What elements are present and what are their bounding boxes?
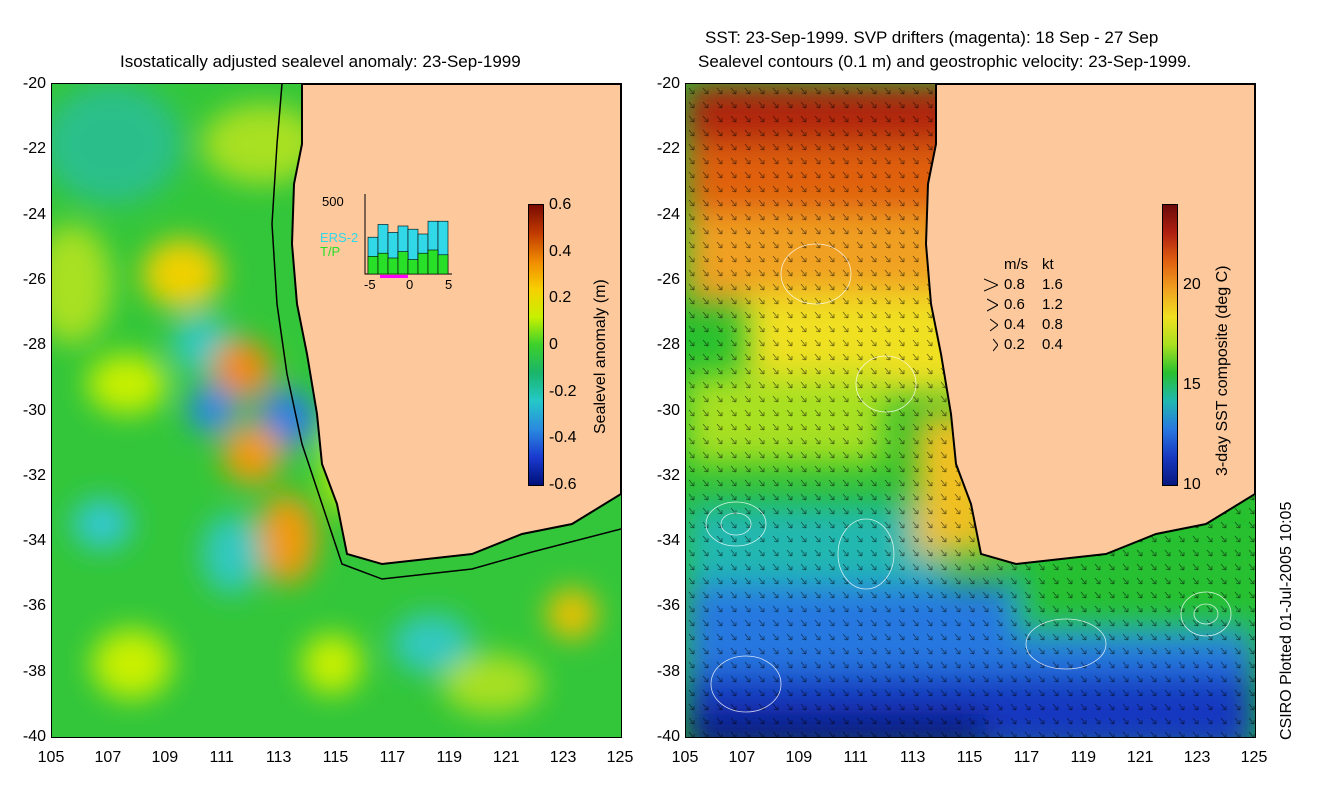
longitude-tick-label: 117 [1013, 749, 1040, 766]
sealevel-colorbar-tick: -0.2 [549, 382, 577, 400]
sst-colorbar [1162, 204, 1178, 486]
latitude-tick-label: -24 [22, 205, 46, 223]
longitude-tick-label: 109 [785, 749, 813, 766]
sealevel-colorbar-tick: 0 [549, 336, 558, 353]
isobath-contour [271, 84, 621, 580]
latitude-tick-label: -34 [656, 532, 680, 550]
inset-xtick-max: 5 [445, 277, 453, 292]
latitude-tick-label: -28 [656, 336, 680, 354]
latitude-tick-label: -36 [22, 597, 46, 615]
longitude-tick-label: 109 [151, 749, 179, 766]
longitude-tick-label: 111 [209, 749, 234, 766]
sealevel-colorbar [528, 204, 544, 486]
latitude-tick-label: -40 [656, 728, 680, 745]
inset-tp-bar [387, 257, 399, 275]
longitude-tick-label: 125 [1240, 749, 1268, 766]
velocity-legend-kt: 0.8 [1042, 316, 1063, 333]
longitude-tick-label: 119 [436, 749, 463, 766]
velocity-legend-ms: 0.6 [1004, 296, 1025, 313]
latitude-tick-label: -36 [656, 597, 680, 615]
longitude-tick-label: 113 [899, 749, 926, 766]
sealevel-colorbar-tick: 0.4 [549, 242, 572, 260]
latitude-tick-label: -26 [656, 270, 680, 288]
longitude-tick-label: 117 [379, 749, 406, 766]
sst-colorbar-tick: 15 [1183, 376, 1201, 393]
longitude-tick-label: 123 [549, 749, 577, 766]
data-count-inset: 500 ERS-2 T/P -5 0 5 [320, 194, 455, 294]
left-panel-title: Isostatically adjusted sealevel anomaly:… [120, 52, 521, 71]
longitude-tick-label: 121 [1126, 749, 1154, 766]
latitude-tick-label: -38 [22, 662, 46, 680]
latitude-tick-label: -34 [22, 532, 46, 550]
inset-drifter-period-bar [380, 275, 408, 278]
velocity-legend-kt: 1.2 [1042, 296, 1063, 313]
longitude-tick-label: 107 [728, 749, 756, 766]
velocity-legend-ms: 0.2 [1004, 336, 1025, 353]
velocity-legend-kt: 1.6 [1042, 276, 1063, 293]
latitude-tick-label: -22 [656, 140, 680, 158]
velocity-legend-kt: 0.4 [1042, 336, 1063, 353]
longitude-tick-label: 105 [37, 749, 65, 766]
sst-colorbar-tick: 10 [1183, 476, 1201, 493]
velocity-legend-arrow-icon [992, 338, 999, 356]
latitude-tick-label: -30 [656, 401, 680, 419]
velocity-legend-arrow-icon [986, 298, 1000, 316]
latitude-tick-label: -20 [22, 75, 46, 92]
longitude-tick-label: 119 [1070, 749, 1097, 766]
inset-xtick-mid: 0 [406, 277, 414, 292]
latitude-tick-label: -32 [656, 466, 680, 484]
latitude-tick-label: -20 [656, 75, 680, 92]
sst-map: m/s kt 0.8 1.6 0.6 1.2 0.4 0.8 0.2 0.4 20 15 10 3… [685, 83, 1256, 738]
sealevel-colorbar-label: Sealevel anomaly (m) [592, 279, 609, 434]
right-panel-title-line1: SST: 23-Sep-1999. SVP drifters (magenta)… [705, 28, 1159, 47]
inset-tp-bar [377, 252, 389, 275]
inset-tp-bar [427, 249, 439, 275]
velocity-legend-ms: 0.8 [1004, 276, 1025, 293]
inset-ymax-label: 500 [322, 194, 344, 209]
sealevel-colorbar-tick: 0.2 [549, 289, 572, 307]
sealevel-colorbar-tick: 0.6 [549, 196, 572, 213]
velocity-legend-ms: 0.4 [1004, 316, 1025, 333]
longitude-tick-label: 125 [606, 749, 634, 766]
plot-credit-footer: CSIRO Plotted 01-Jul-2005 10:05 [1278, 501, 1295, 740]
sealevel-contours [705, 243, 1232, 713]
latitude-tick-label: -24 [656, 205, 680, 223]
sst-colorbar-label: 3-day SST composite (deg C) [1214, 265, 1231, 476]
latitude-tick-label: -40 [22, 728, 46, 745]
inset-tp-label: T/P [320, 244, 341, 259]
sealevel-colorbar-tick: -0.6 [549, 476, 577, 493]
inset-histogram [364, 194, 452, 278]
longitude-tick-label: 115 [322, 749, 349, 766]
sealevel-anomaly-field [52, 84, 621, 737]
longitude-tick-label: 123 [1183, 749, 1211, 766]
longitude-tick-label: 107 [94, 749, 122, 766]
latitude-tick-label: -22 [22, 140, 46, 158]
longitude-tick-label: 111 [843, 749, 868, 766]
sealevel-anomaly-map: 500 ERS-2 T/P -5 0 5 0.6 0.4 0.2 0 -0.2 -0.4 -… [51, 83, 622, 738]
inset-tp-bar [437, 254, 449, 275]
latitude-tick-label: -38 [656, 662, 680, 680]
latitude-tick-label: -26 [22, 270, 46, 288]
inset-tp-bar [417, 252, 429, 275]
longitude-tick-label: 105 [671, 749, 699, 766]
sealevel-colorbar-tick: -0.4 [549, 429, 577, 447]
velocity-legend-header-ms: m/s [1004, 256, 1029, 273]
inset-tp-bar [407, 259, 419, 275]
inset-ers2-label: ERS-2 [320, 230, 359, 245]
latitude-tick-label: -30 [22, 401, 46, 419]
longitude-tick-label: 121 [492, 749, 520, 766]
inset-tp-bar [397, 251, 409, 275]
velocity-legend-header-kt: kt [1042, 256, 1054, 273]
inset-xtick-min: -5 [364, 277, 376, 292]
inset-tp-bar [367, 256, 379, 275]
velocity-legend-arrow-icon [989, 318, 999, 336]
longitude-tick-label: 113 [265, 749, 292, 766]
right-panel-title-line2: Sealevel contours (0.1 m) and geostrophi… [698, 52, 1192, 71]
latitude-tick-label: -32 [22, 466, 46, 484]
sst-colorbar-tick: 20 [1183, 276, 1201, 293]
latitude-tick-label: -28 [22, 336, 46, 354]
longitude-tick-label: 115 [956, 749, 983, 766]
velocity-legend-arrow-icon [983, 278, 1000, 296]
